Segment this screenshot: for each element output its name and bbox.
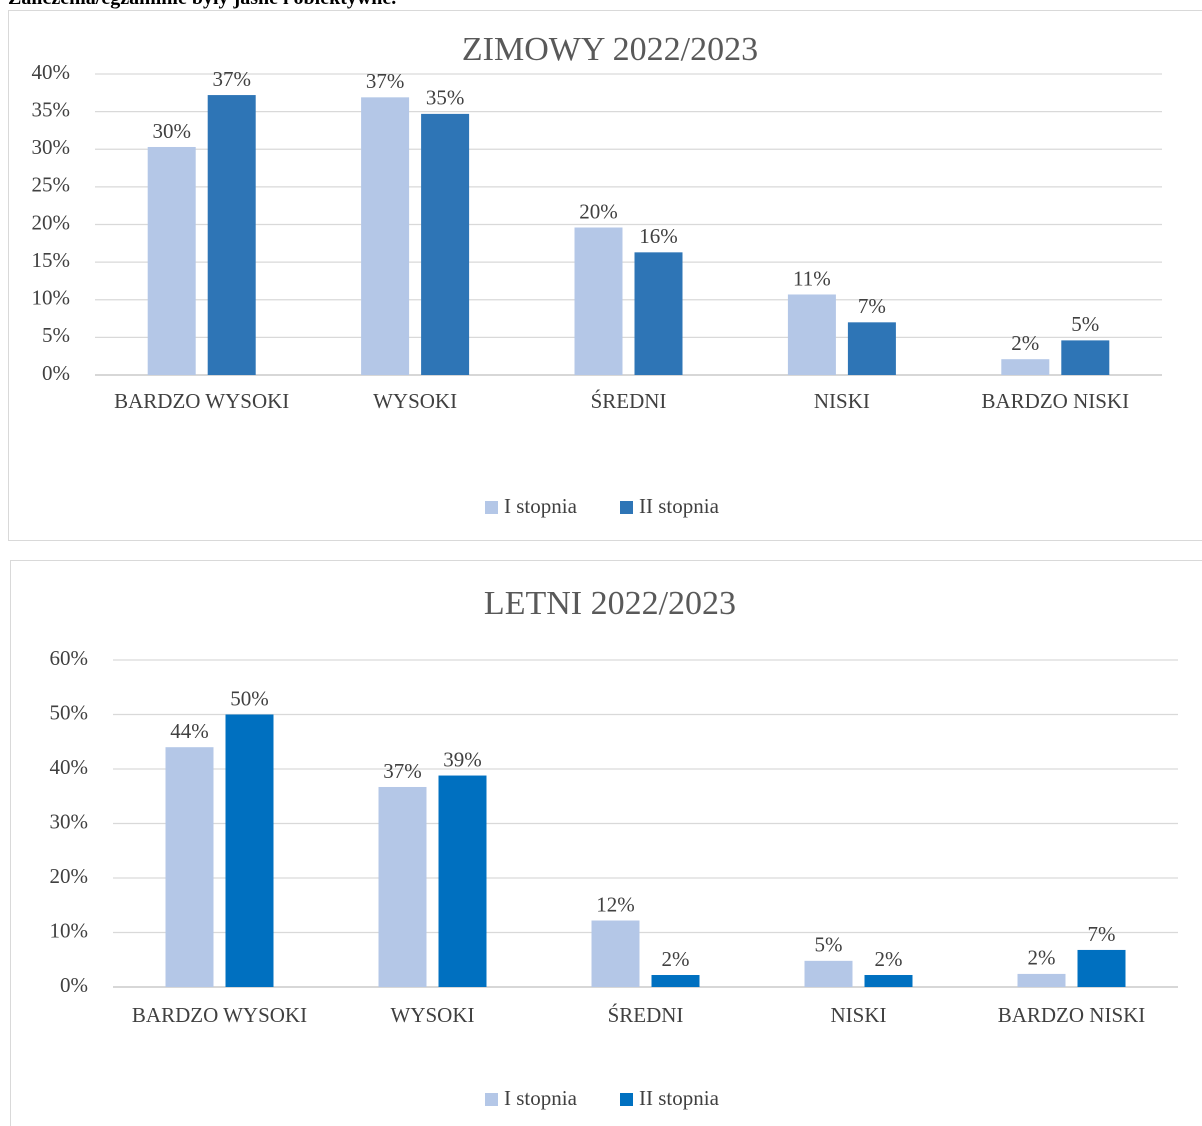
bar bbox=[361, 97, 410, 375]
heading: Zaliczenia/egzaminie były jasne i obiekt… bbox=[8, 0, 396, 10]
legend-label: II stopnia bbox=[639, 494, 720, 518]
legend-swatch bbox=[485, 1093, 498, 1106]
data-label: 44% bbox=[170, 719, 209, 743]
bar bbox=[1061, 340, 1110, 375]
data-label: 12% bbox=[596, 892, 635, 916]
x-tick-label: BARDZO NISKI bbox=[997, 1003, 1146, 1027]
bar bbox=[591, 920, 640, 987]
legend-label: II stopnia bbox=[639, 1086, 720, 1110]
x-tick-label-box: NISKI bbox=[813, 389, 870, 413]
bar bbox=[847, 322, 896, 375]
y-tick-label: 40% bbox=[50, 755, 89, 779]
x-tick-label: BARDZO WYSOKI bbox=[114, 389, 290, 413]
bar bbox=[1001, 359, 1050, 375]
bar bbox=[378, 786, 427, 987]
x-tick-label-box: NISKI bbox=[830, 1003, 887, 1027]
bar bbox=[225, 714, 274, 987]
x-tick-label: BARDZO WYSOKI bbox=[131, 1003, 308, 1027]
bar bbox=[574, 227, 623, 375]
data-label: 35% bbox=[426, 86, 465, 110]
y-tick-label: 50% bbox=[50, 700, 89, 724]
data-label: 2% bbox=[875, 947, 903, 971]
data-label: 37% bbox=[212, 67, 251, 91]
data-label: 7% bbox=[858, 294, 886, 318]
chart-title: LETNI 2022/2023 bbox=[484, 585, 736, 622]
y-tick-label: 35% bbox=[32, 97, 71, 121]
y-tick-label: 10% bbox=[50, 918, 89, 942]
x-tick-label-box: BARDZO NISKI bbox=[997, 1003, 1146, 1027]
data-label: 50% bbox=[230, 686, 269, 710]
bar bbox=[634, 252, 683, 375]
data-label: 16% bbox=[639, 224, 678, 248]
y-tick-label: 60% bbox=[50, 646, 89, 670]
bar bbox=[651, 975, 700, 987]
x-tick-label-box: ŚREDNI bbox=[607, 1003, 684, 1027]
data-label: 37% bbox=[366, 69, 405, 93]
bar bbox=[165, 747, 214, 987]
y-tick-label: 15% bbox=[32, 248, 71, 272]
bar bbox=[438, 775, 487, 987]
bar bbox=[864, 975, 913, 987]
data-label: 7% bbox=[1088, 922, 1116, 946]
y-tick-label: 20% bbox=[32, 210, 71, 234]
data-label: 5% bbox=[815, 933, 843, 957]
data-label: 37% bbox=[383, 759, 422, 783]
x-tick-label: ŚREDNI bbox=[607, 1003, 684, 1027]
y-tick-label: 10% bbox=[32, 286, 71, 310]
data-label: 2% bbox=[1011, 331, 1039, 355]
bar bbox=[147, 146, 196, 375]
y-tick-label: 0% bbox=[42, 361, 70, 385]
x-tick-label: BARDZO NISKI bbox=[981, 389, 1130, 413]
legend-label: I stopnia bbox=[504, 494, 578, 518]
data-label: 2% bbox=[1028, 946, 1056, 970]
y-tick-label: 30% bbox=[50, 809, 89, 833]
data-label: 11% bbox=[793, 266, 831, 290]
data-label: 20% bbox=[579, 199, 618, 223]
data-label: 2% bbox=[662, 947, 690, 971]
bar bbox=[1077, 949, 1126, 987]
legend-swatch bbox=[485, 501, 498, 514]
y-tick-label: 0% bbox=[60, 973, 88, 997]
data-label: 30% bbox=[152, 119, 191, 143]
x-tick-label-box: WYSOKI bbox=[390, 1003, 475, 1027]
x-tick-label-box: BARDZO NISKI bbox=[981, 389, 1130, 413]
x-tick-label-box: BARDZO WYSOKI bbox=[131, 1003, 308, 1027]
data-label: 5% bbox=[1071, 312, 1099, 336]
bar bbox=[804, 960, 853, 987]
x-tick-label: WYSOKI bbox=[390, 1003, 475, 1027]
x-tick-label: ŚREDNI bbox=[590, 389, 667, 413]
bar bbox=[787, 294, 836, 375]
legend-swatch bbox=[620, 501, 633, 514]
x-tick-label: NISKI bbox=[813, 389, 870, 413]
chart-title: ZIMOWY 2022/2023 bbox=[462, 31, 758, 68]
bar bbox=[1017, 973, 1066, 987]
y-tick-label: 5% bbox=[42, 323, 70, 347]
data-label: 39% bbox=[443, 747, 482, 771]
y-tick-label: 30% bbox=[32, 135, 71, 159]
y-tick-label: 40% bbox=[32, 60, 71, 84]
x-tick-label-box: BARDZO WYSOKI bbox=[114, 389, 290, 413]
y-tick-label: 20% bbox=[50, 864, 89, 888]
x-tick-label-box: ŚREDNI bbox=[590, 389, 667, 413]
x-tick-label-box: WYSOKI bbox=[373, 389, 458, 413]
legend-label: I stopnia bbox=[504, 1086, 578, 1110]
y-tick-label: 25% bbox=[32, 173, 71, 197]
x-tick-label: NISKI bbox=[830, 1003, 887, 1027]
legend-swatch bbox=[620, 1093, 633, 1106]
bar bbox=[207, 95, 256, 375]
bar bbox=[421, 113, 470, 375]
x-tick-label: WYSOKI bbox=[373, 389, 458, 413]
